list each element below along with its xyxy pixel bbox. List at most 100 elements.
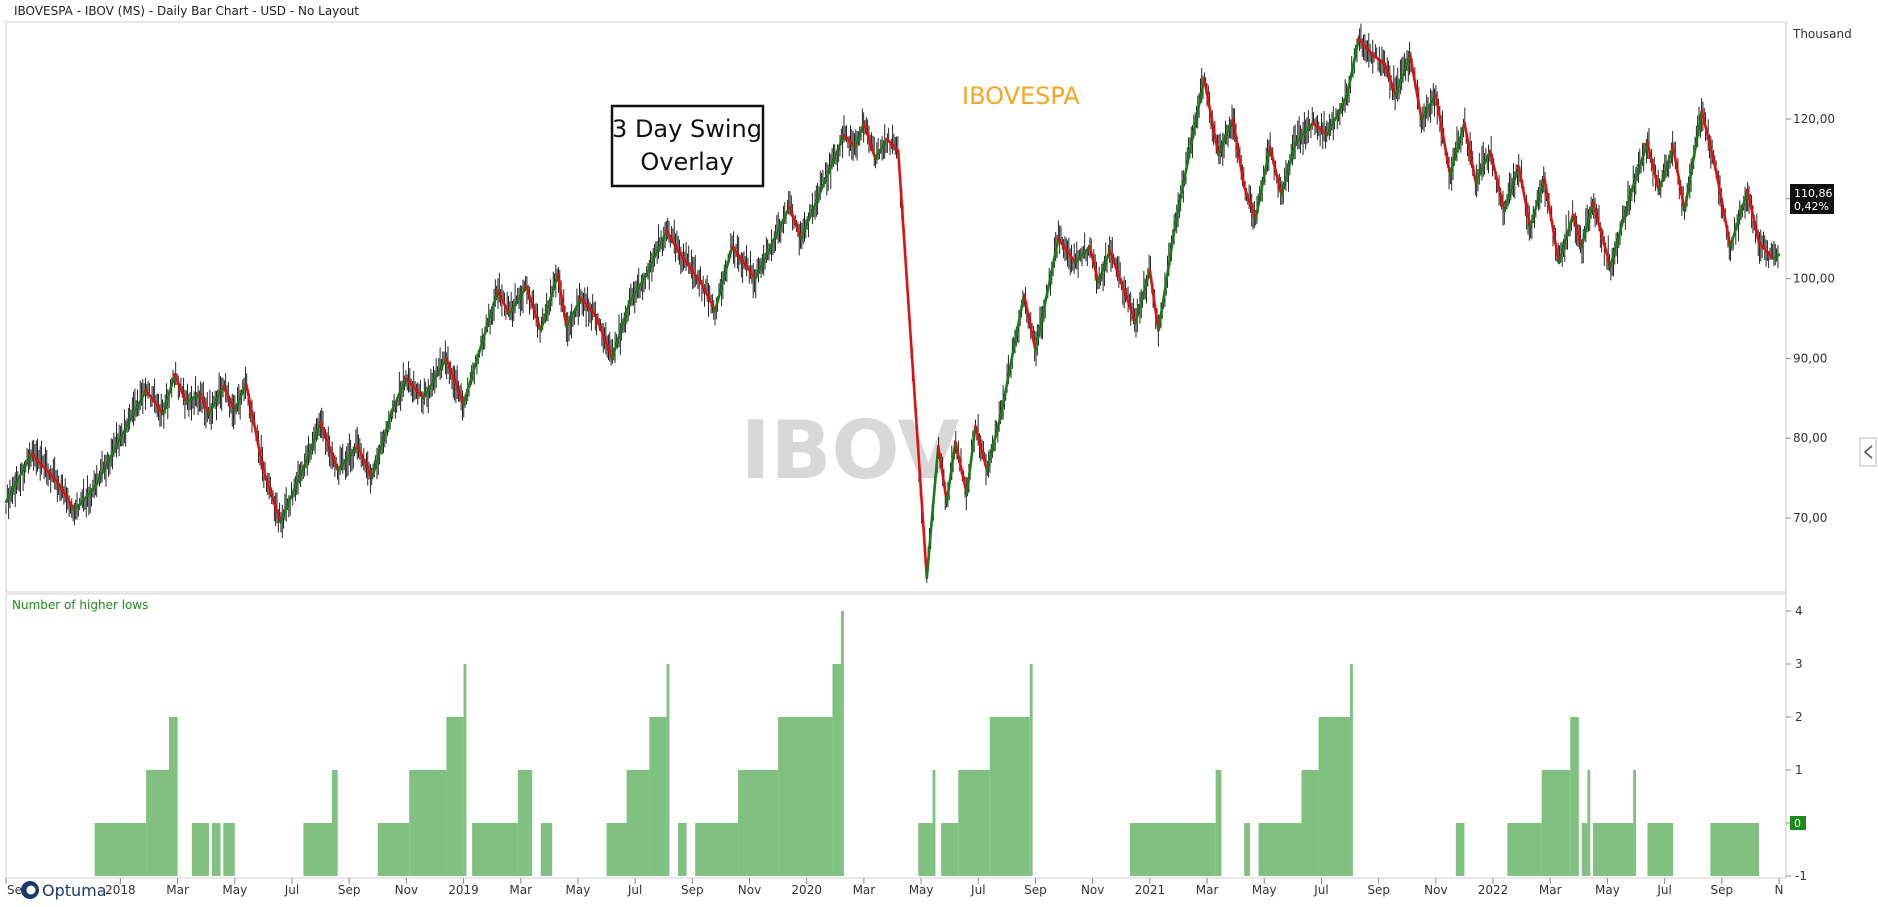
annotation-box[interactable]: 3 Day Swing Overlay bbox=[610, 104, 765, 188]
swing-down-segment bbox=[1646, 141, 1661, 193]
swing-down-segment bbox=[1543, 177, 1561, 264]
swing-up-segment bbox=[565, 297, 583, 328]
swing-down-segment bbox=[1757, 241, 1775, 260]
histogram-bar bbox=[377, 823, 410, 876]
swing-up-segment bbox=[1557, 213, 1575, 264]
date-axis-tick-label: May bbox=[566, 883, 591, 897]
swing-up-segment bbox=[1474, 149, 1492, 185]
histogram-bar bbox=[678, 823, 687, 876]
indicator-axis-tick-label: 4 bbox=[1795, 604, 1803, 618]
swing-up-segment bbox=[422, 357, 448, 400]
swing-up-segment bbox=[1729, 189, 1749, 248]
date-axis-tick-label: 2022 bbox=[1478, 883, 1509, 897]
histogram-bar bbox=[958, 770, 990, 876]
swing-overlay bbox=[4, 37, 1781, 580]
date-axis-tick-label: Jul bbox=[284, 883, 299, 897]
swing-up-segment bbox=[1217, 117, 1235, 157]
date-axis-tick-label: Sep bbox=[338, 883, 361, 897]
swing-up-segment bbox=[610, 301, 631, 360]
date-axis-tick-label: Sep bbox=[1024, 883, 1047, 897]
swing-up-segment bbox=[1294, 121, 1315, 145]
chevron-left-icon bbox=[1863, 445, 1873, 459]
indicator-axis-tick-label: -1 bbox=[1795, 869, 1807, 883]
swing-down-segment bbox=[1311, 121, 1329, 137]
histogram-bar bbox=[463, 664, 467, 876]
swing-up-segment bbox=[1280, 141, 1298, 197]
swing-down-segment bbox=[1242, 185, 1257, 221]
swing-up-segment bbox=[1580, 201, 1595, 248]
swing-down-segment bbox=[936, 444, 949, 504]
swing-up-segment bbox=[854, 121, 866, 149]
swing-down-segment bbox=[445, 357, 465, 406]
price-axis-tick-label: 90,00 bbox=[1793, 351, 1827, 365]
swing-down-segment bbox=[1463, 121, 1478, 185]
brand-logo[interactable]: Optuma bbox=[21, 881, 107, 900]
date-axis-tick-label: Nov bbox=[738, 883, 761, 897]
histogram-bar bbox=[1587, 770, 1591, 876]
swing-up-segment bbox=[985, 412, 1003, 472]
date-axis-tick-label: 2019 bbox=[448, 883, 479, 897]
histogram-bar bbox=[1129, 823, 1216, 876]
date-axis-tick-label: Mar bbox=[853, 883, 876, 897]
swing-up-segment bbox=[645, 229, 668, 276]
swing-up-segment bbox=[207, 385, 225, 416]
date-axis-tick-label: Jul bbox=[970, 883, 985, 897]
histogram-bar bbox=[832, 664, 842, 876]
swing-up-segment bbox=[1608, 193, 1632, 268]
indicator-axis[interactable]: -1 0 1 2 3 4 bbox=[1786, 604, 1807, 883]
swing-down-segment bbox=[896, 149, 929, 580]
indicator-last-badge: 0 bbox=[1790, 816, 1806, 830]
price-axis-tick-label: 120,00 bbox=[1793, 112, 1835, 126]
swing-down-segment bbox=[556, 273, 568, 328]
date-axis-tick-label: May bbox=[1252, 883, 1277, 897]
swing-up-segment bbox=[1394, 53, 1412, 97]
collapse-panel-button[interactable] bbox=[1859, 437, 1877, 467]
swing-down-segment bbox=[885, 137, 900, 153]
histogram-bar bbox=[146, 770, 170, 876]
swing-up-segment bbox=[925, 444, 940, 580]
histogram-bar bbox=[666, 664, 670, 876]
indicator-last-value: 0 bbox=[1794, 817, 1801, 830]
swing-up-segment bbox=[1134, 269, 1152, 324]
last-price-change: 0,42% bbox=[1794, 200, 1829, 213]
swing-up-segment bbox=[307, 420, 322, 456]
swing-up-segment bbox=[1325, 93, 1349, 137]
date-axis-tick-label: Jul bbox=[627, 883, 642, 897]
date-axis-tick-label: Nov bbox=[1081, 883, 1104, 897]
swing-up-segment bbox=[119, 389, 148, 440]
histogram-bar bbox=[778, 717, 833, 876]
price-axis-tick-label: 70,00 bbox=[1793, 511, 1827, 525]
swing-up-segment bbox=[539, 273, 560, 332]
date-axis-tick-label: Mar bbox=[166, 883, 189, 897]
swing-down-segment bbox=[679, 253, 703, 284]
swing-up-segment bbox=[965, 424, 977, 496]
indicator-label: Number of higher lows bbox=[12, 598, 148, 612]
swing-down-segment bbox=[954, 440, 969, 496]
swing-down-segment bbox=[222, 385, 237, 412]
date-axis-tick-label: May bbox=[1595, 883, 1620, 897]
date-axis[interactable]: Se 2018 Mar May Jul Sep Nov 2019 Mar May Jul Sep Nov… bbox=[5, 878, 1783, 897]
swing-down-segment bbox=[1231, 117, 1246, 189]
histogram-bar bbox=[841, 611, 844, 876]
histogram-bar bbox=[1581, 823, 1588, 876]
histogram-bar bbox=[1541, 770, 1571, 876]
histogram-bar bbox=[1633, 770, 1637, 876]
swing-up-segment bbox=[462, 289, 500, 406]
swing-up-segment bbox=[999, 293, 1026, 416]
swing-up-segment bbox=[1448, 121, 1466, 177]
histogram-bar bbox=[200, 823, 210, 876]
swing-up-segment bbox=[279, 452, 311, 524]
histogram-bar bbox=[1301, 770, 1319, 876]
histogram-bar bbox=[409, 770, 447, 876]
swing-down-segment bbox=[30, 452, 59, 484]
swing-down-segment bbox=[579, 297, 597, 316]
swing-down-segment bbox=[1488, 149, 1506, 213]
series-label: IBOVESPA bbox=[962, 82, 1080, 110]
swing-down-segment bbox=[1434, 93, 1452, 177]
histogram-bar bbox=[517, 770, 533, 876]
swing-up-segment bbox=[4, 452, 34, 504]
annotation-line-2: Overlay bbox=[640, 148, 733, 176]
histogram-bar bbox=[332, 770, 338, 876]
